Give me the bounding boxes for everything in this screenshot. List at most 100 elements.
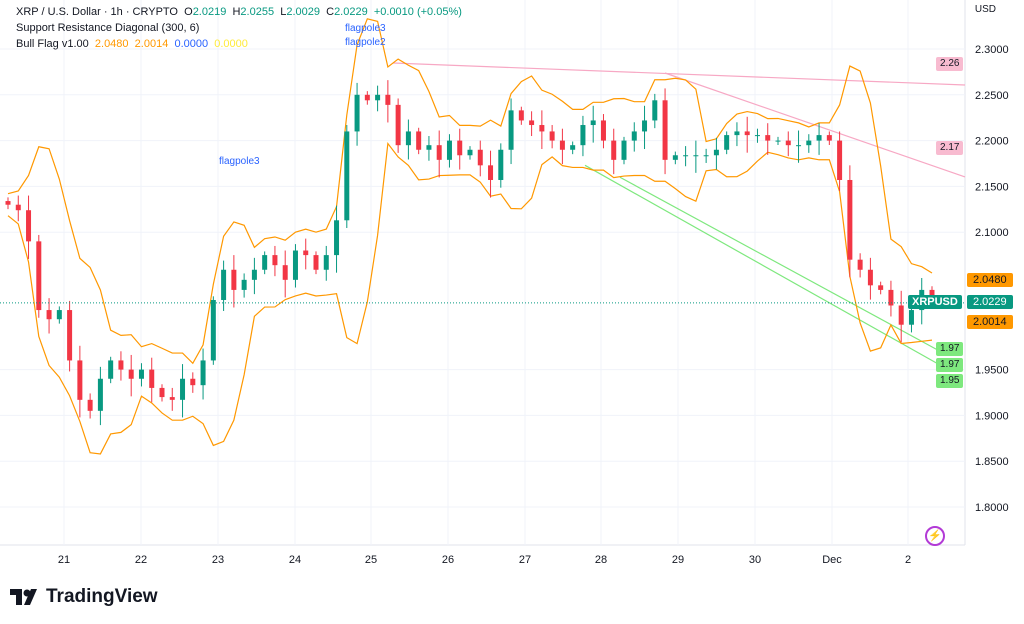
- candle-body: [775, 140, 781, 142]
- candle-body: [87, 399, 93, 411]
- candle-body: [180, 378, 186, 400]
- candle-body: [642, 120, 648, 132]
- candle-body: [570, 145, 576, 150]
- y-tick-label: 1.9500: [975, 365, 1009, 377]
- candle-body: [5, 201, 11, 205]
- candle-body: [446, 140, 452, 160]
- y-tick-label: 2.2500: [975, 90, 1009, 102]
- indicator-value: 2.0014: [134, 38, 169, 50]
- candle-body: [395, 104, 401, 146]
- candle-body: [251, 269, 257, 280]
- candle-body: [785, 140, 791, 146]
- y-tick-label: 2.1500: [975, 181, 1009, 193]
- high-value: 2.0255: [240, 6, 275, 18]
- indicator-value: 2.0480: [94, 38, 129, 50]
- x-tick-label: 28: [595, 554, 607, 566]
- candle-body: [426, 145, 432, 150]
- candle-body: [262, 255, 268, 270]
- candle-body: [765, 135, 771, 141]
- candle-body: [488, 165, 494, 180]
- y-tick-label: 1.9000: [975, 410, 1009, 422]
- candle-body: [159, 387, 165, 398]
- resistance-line: [392, 62, 966, 86]
- candle-body: [518, 110, 524, 121]
- high-label: H: [232, 6, 241, 18]
- tradingview-logo[interactable]: TradingView: [10, 586, 158, 608]
- candle-body: [477, 149, 483, 166]
- y-tick-label: 2.2000: [975, 136, 1009, 148]
- candle-body: [837, 140, 843, 180]
- x-tick-label: 24: [289, 554, 301, 566]
- last-price-tag: 2.0229: [967, 295, 1013, 309]
- indicator-bull-flag[interactable]: Bull Flag v1.00 2.0480 2.0014 0.0000 0.0…: [16, 36, 462, 52]
- symbol-title[interactable]: XRP / U.S. Dollar · 1h · CRYPTO: [16, 6, 178, 18]
- currency-label[interactable]: USD: [974, 4, 996, 15]
- x-tick-label: 25: [365, 554, 377, 566]
- candle-body: [200, 360, 206, 386]
- candle-body: [108, 360, 114, 379]
- y-tick-label: 1.8500: [975, 456, 1009, 468]
- candle-body: [272, 255, 278, 266]
- y-tick-label: 2.1000: [975, 227, 1009, 239]
- support-line: [584, 164, 941, 366]
- lightning-icon[interactable]: ⚡: [925, 526, 945, 546]
- candle-body: [703, 155, 709, 157]
- candle-body: [713, 149, 719, 156]
- close-label: C: [326, 6, 335, 18]
- symbol-ohlc-row: XRP / U.S. Dollar · 1h · CRYPTO O2.0219 …: [16, 4, 462, 20]
- candle-body: [826, 135, 832, 141]
- candle-body: [621, 140, 627, 160]
- candle-body: [580, 125, 586, 146]
- flagpole-label: flagpole3: [219, 156, 260, 167]
- candle-body: [221, 269, 227, 300]
- candle-body: [77, 360, 83, 400]
- upper-band-tag: 2.0480: [967, 273, 1013, 287]
- flagpole-label: flagpole2: [345, 37, 386, 48]
- candle-body: [118, 360, 124, 370]
- candle-body: [56, 310, 62, 320]
- indicator-support-resistance[interactable]: Support Resistance Diagonal (300, 6): [16, 22, 200, 34]
- candle-body: [683, 155, 689, 157]
- resistance-tag: 2.26: [936, 57, 964, 71]
- candle-body: [744, 131, 750, 136]
- support-tag: 1.95: [936, 374, 964, 388]
- x-tick-label: 2: [905, 554, 911, 566]
- candle-body: [292, 250, 298, 280]
- tradingview-logo-icon: [10, 589, 37, 605]
- close-value: 2.0229: [334, 6, 368, 18]
- indicator-value: 0.0000: [174, 38, 209, 50]
- candle-body: [241, 279, 247, 290]
- candle-body: [467, 149, 473, 156]
- indicator-name: Bull Flag v1.00: [16, 38, 89, 50]
- candle-body: [529, 120, 535, 126]
- candle-body: [36, 241, 42, 311]
- candle-body: [344, 131, 350, 221]
- candle-body: [385, 94, 391, 105]
- candle-body: [210, 299, 216, 361]
- low-value: 2.0029: [286, 6, 320, 18]
- x-tick-label: 27: [519, 554, 531, 566]
- candle-body: [898, 305, 904, 325]
- candle-body: [549, 131, 555, 141]
- y-tick-label: 1.8000: [975, 502, 1009, 514]
- candle-body: [26, 210, 32, 242]
- support-line: [619, 176, 941, 352]
- candle-body: [878, 285, 884, 290]
- candle-body: [600, 120, 606, 141]
- candle-body: [652, 100, 658, 121]
- candle-body: [282, 265, 288, 280]
- candle-body: [754, 135, 760, 137]
- candle-body: [539, 125, 545, 132]
- x-tick-label: 22: [135, 554, 147, 566]
- candle-body: [97, 378, 103, 411]
- lower-band-tag: 2.0014: [967, 315, 1013, 329]
- candle-body: [508, 110, 514, 150]
- x-tick-label: 29: [672, 554, 684, 566]
- candle-body: [908, 310, 914, 325]
- candle-body: [416, 131, 422, 150]
- candle-body: [734, 131, 740, 136]
- candle-body: [631, 131, 637, 141]
- candle-body: [724, 135, 730, 150]
- support-tag: 1.97: [936, 342, 964, 356]
